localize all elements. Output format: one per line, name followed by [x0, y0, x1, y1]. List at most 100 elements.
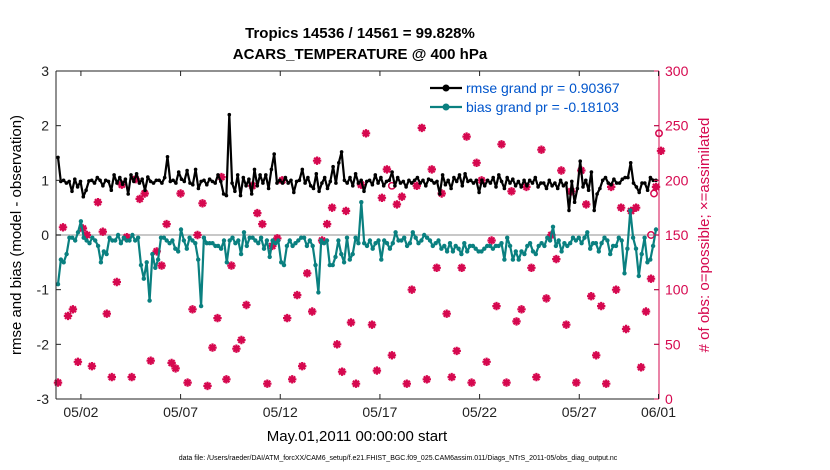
- rmse-point: [474, 178, 479, 183]
- bias-point: [516, 257, 521, 262]
- bias-point: [75, 230, 81, 235]
- bias-point: [407, 241, 413, 246]
- obs_assimilated-point: [387, 351, 397, 360]
- obs_assimilated-point: [188, 305, 197, 314]
- bias-point: [279, 260, 284, 265]
- rmse-point: [634, 185, 639, 189]
- y-tick-label-right: 200: [665, 172, 689, 188]
- rmse-point: [249, 192, 254, 196]
- rmse-point: [494, 185, 498, 189]
- bias-point: [570, 235, 576, 240]
- rmse-point: [182, 179, 187, 184]
- rmse-point: [561, 184, 566, 188]
- rmse-point: [499, 179, 504, 184]
- bias-point: [230, 235, 235, 240]
- obs_assimilated-point: [537, 145, 546, 154]
- obs_assimilated-point: [237, 335, 246, 345]
- bias-point: [276, 238, 281, 243]
- bias-point: [78, 219, 84, 224]
- rmse-point: [171, 178, 175, 183]
- rmse-point: [132, 179, 136, 184]
- bias-point: [201, 235, 207, 240]
- bias-point: [364, 243, 370, 249]
- bias-point: [424, 235, 430, 240]
- bias-point: [399, 238, 404, 243]
- bias-point: [187, 235, 192, 240]
- obs_assimilated-point: [82, 230, 92, 240]
- bias-point: [273, 241, 278, 246]
- obs_assimilated-point: [232, 344, 241, 353]
- rmse-point: [213, 181, 217, 185]
- rmse-point: [550, 184, 554, 188]
- obs_assimilated-point: [492, 301, 501, 311]
- bias-point: [645, 260, 650, 265]
- bias-point: [253, 238, 258, 243]
- y-tick-label-right: 250: [665, 118, 689, 134]
- bias-point: [499, 241, 504, 246]
- bias-point: [216, 243, 221, 249]
- chart-title: Tropics 14536 / 14561 = 99.828%: [245, 25, 475, 42]
- obs_assimilated-point: [87, 362, 97, 371]
- rmse-point: [505, 175, 510, 180]
- obs_assimilated-point: [162, 219, 171, 229]
- obs_assimilated-point: [98, 227, 107, 236]
- bias-point: [447, 241, 453, 246]
- obs_assimilated-point: [616, 203, 626, 212]
- bias-point: [173, 246, 178, 251]
- rmse-point: [207, 177, 212, 181]
- obs_assimilated-point: [487, 236, 496, 245]
- rmse-point: [626, 175, 630, 180]
- bias-point: [625, 246, 630, 251]
- rmse-point: [244, 184, 248, 188]
- rmse-point: [570, 179, 574, 184]
- rmse-point: [508, 181, 512, 185]
- rmse-point: [482, 184, 487, 188]
- rmse-point: [137, 181, 142, 185]
- rmse-point: [129, 173, 133, 177]
- bias-point: [261, 246, 267, 251]
- bias-point: [444, 249, 450, 254]
- bias-point: [290, 243, 295, 249]
- obs_assimilated-point: [557, 166, 566, 175]
- obs_assimilated-point: [636, 363, 646, 372]
- rmse-point: [412, 178, 417, 183]
- rmse-point: [134, 172, 139, 176]
- rmse-point: [595, 192, 599, 196]
- bias-point: [573, 238, 579, 243]
- bias-point: [256, 241, 261, 246]
- legend-label-bias: bias grand pr = -0.18103: [466, 99, 619, 115]
- rmse-point: [398, 181, 403, 185]
- rmse-point: [463, 172, 467, 176]
- rmse-point: [488, 181, 493, 185]
- bias-point: [633, 246, 639, 251]
- bias-point: [599, 241, 604, 246]
- rmse-point: [426, 177, 431, 181]
- rmse-point: [235, 173, 240, 177]
- y-tick-label-right: 150: [665, 227, 689, 243]
- bias-point: [73, 238, 78, 243]
- rmse-point: [146, 175, 150, 179]
- rmse-point: [297, 178, 302, 183]
- bias-point: [64, 251, 69, 257]
- bias-point: [58, 257, 64, 262]
- obs_assimilated-point: [278, 176, 287, 185]
- rmse-point: [120, 182, 125, 186]
- bias-point: [301, 235, 307, 240]
- rmse-point: [452, 175, 456, 180]
- rmse-point: [143, 188, 147, 192]
- rmse-point: [592, 208, 596, 213]
- rmse-point: [289, 178, 293, 183]
- bias-point: [313, 262, 318, 268]
- rmse-point: [513, 184, 518, 188]
- bias-point: [241, 230, 247, 235]
- rmse-point: [395, 175, 400, 180]
- bias-point: [155, 257, 161, 262]
- obs_assimilated-point: [322, 219, 332, 229]
- bias-point: [344, 235, 350, 240]
- bias-point: [293, 241, 298, 246]
- bias-point: [430, 243, 435, 249]
- rmse-point: [241, 175, 246, 180]
- rmse-point: [322, 175, 327, 180]
- bias-point: [507, 243, 513, 249]
- bias-point: [153, 265, 158, 270]
